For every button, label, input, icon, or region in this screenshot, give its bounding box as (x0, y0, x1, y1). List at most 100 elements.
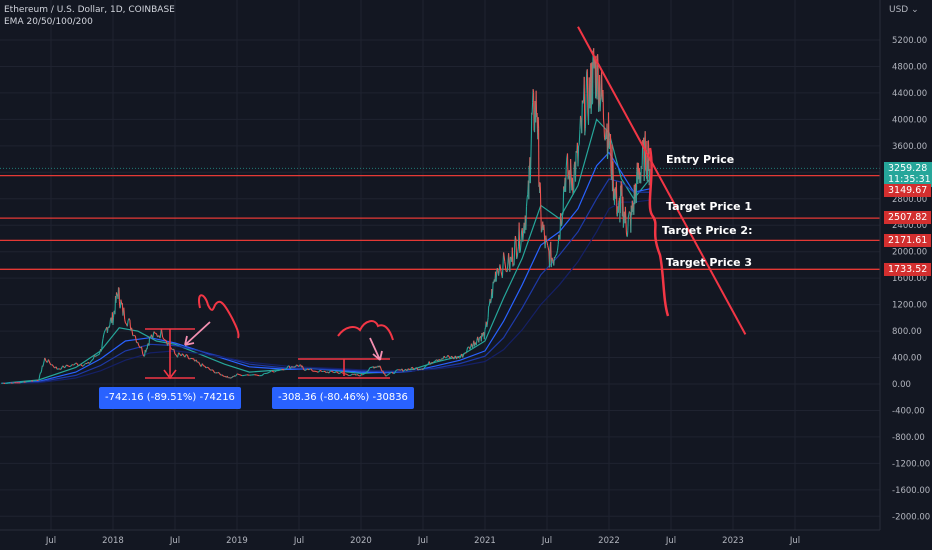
indicator-legend[interactable]: EMA 20/50/100/200 (4, 17, 93, 27)
price-segment (164, 339, 167, 342)
price-segment (211, 369, 214, 372)
price-segment (146, 344, 149, 350)
price-segment (44, 357, 47, 362)
chart-header: Ethereum / U.S. Dollar, 1D, COINBASE EMA… (4, 4, 175, 28)
x-tick-label: 2022 (598, 536, 620, 546)
price-segment (600, 97, 602, 102)
chevron-down-icon: ⌄ (911, 5, 919, 15)
scribble-2018 (198, 294, 240, 339)
x-tick-label: 2023 (722, 536, 744, 546)
price-segment (47, 359, 51, 364)
price-level-lines (0, 174, 880, 270)
price-segment (540, 230, 543, 233)
price-segment (137, 342, 140, 347)
price-segment (516, 251, 519, 258)
price-segment (617, 200, 620, 213)
price-segment (101, 338, 104, 342)
price-segment (423, 365, 426, 369)
price-segment (420, 368, 423, 371)
price-segment (606, 148, 609, 159)
price-segment (185, 354, 188, 356)
price-segment (552, 259, 554, 262)
price-segment (125, 322, 127, 325)
price-segment (525, 197, 528, 207)
price-segment (519, 251, 521, 254)
price-segment (140, 346, 144, 355)
price-segment (278, 368, 282, 371)
price-segment (268, 370, 272, 373)
currency-selector[interactable]: USD ⌄ (889, 5, 919, 15)
price-segment (108, 324, 111, 328)
projection-path[interactable] (648, 147, 670, 317)
measure-label-2020[interactable]: -308.36 (-80.46%) -30836 (272, 387, 414, 409)
price-segment (317, 370, 321, 373)
price-segment (486, 317, 489, 323)
price-segment (223, 375, 225, 378)
symbol-title[interactable]: Ethereum / U.S. Dollar, 1D, COINBASE (4, 5, 175, 15)
price-segment (520, 230, 523, 244)
price-segment (598, 99, 600, 112)
price-segment (209, 368, 212, 371)
measure-label-2018[interactable]: -742.16 (-89.51%) -74216 (99, 387, 241, 409)
price-segment (558, 234, 560, 238)
y-tick-label: 1200.00 (892, 301, 927, 311)
price-segment (355, 374, 358, 376)
price-segment (585, 71, 588, 94)
price-segment (411, 366, 414, 369)
price-segment (153, 331, 156, 334)
price-segment (402, 369, 405, 372)
price-segment (60, 365, 64, 370)
price-segment (271, 370, 275, 373)
price-segment (562, 186, 565, 213)
price-segment (286, 366, 289, 370)
price-segment (478, 337, 480, 343)
price-segment (622, 217, 625, 228)
y-tick-label: 2800.00 (892, 195, 927, 205)
price-segment (39, 372, 42, 376)
arrow-2020 (369, 337, 383, 361)
price-segment (128, 318, 131, 321)
x-tick-label: Jul (45, 536, 56, 546)
trendline[interactable] (577, 26, 747, 335)
price-segment (615, 181, 618, 215)
price-segment (581, 100, 583, 134)
price-segment (393, 370, 397, 374)
price-segment (567, 175, 570, 180)
x-tick-label: Jul (169, 536, 180, 546)
price-segment (451, 355, 454, 359)
price-segment (429, 362, 433, 365)
price-segment (152, 331, 155, 339)
price-segment (106, 327, 109, 333)
price-segment (356, 374, 359, 376)
user-drawings (145, 26, 747, 380)
price-segment (73, 362, 77, 366)
measure-arrow-2018 (163, 369, 177, 380)
price-segment (463, 352, 466, 355)
price-segment (556, 244, 559, 251)
price-segment (163, 338, 166, 341)
target1-label: Target Price 1 (666, 200, 753, 213)
price-segment (329, 370, 332, 372)
price-segment (302, 368, 305, 371)
price-segment (103, 332, 105, 335)
price-segment (389, 372, 392, 375)
price-segment (483, 329, 486, 340)
price-segment (584, 128, 586, 136)
price-segment (174, 353, 177, 356)
price-segment (239, 374, 243, 377)
price-segment (608, 140, 611, 149)
x-tick-label: 2019 (226, 536, 248, 546)
price-segment (117, 287, 120, 300)
x-tick-label: Jul (789, 536, 800, 546)
price-segment (208, 367, 211, 370)
price-segment (516, 257, 518, 260)
price-segment (514, 235, 517, 241)
x-tick-label: 2018 (102, 536, 124, 546)
price-segment (319, 369, 323, 372)
x-tick-label: Jul (541, 536, 552, 546)
price-segment (80, 364, 83, 367)
target1-price-tag: 2507.82 (884, 211, 932, 224)
price-segment (535, 90, 538, 118)
time-axis[interactable]: Jul 2018 Jul 2019 Jul 2020 Jul 2021 Jul 2022 Jul 20… (0, 529, 880, 546)
